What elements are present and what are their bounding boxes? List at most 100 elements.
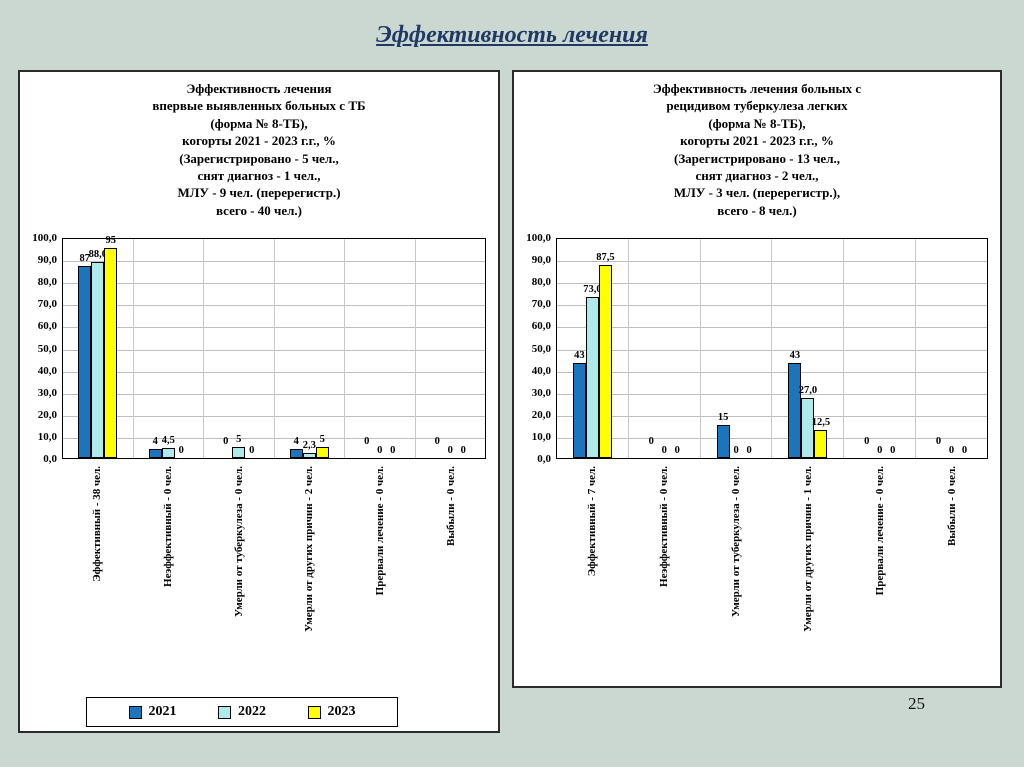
bar-value-label: 0 (890, 445, 896, 456)
bar-slot: 5 (315, 239, 329, 458)
bar-slot: 95 (104, 235, 118, 458)
bar-slot: 0 (431, 239, 444, 458)
bar-value-label: 0 (935, 436, 942, 447)
y-axis-tick-label: 10,0 (37, 430, 57, 443)
y-axis-tick-label: 90,0 (531, 254, 551, 267)
bar-slot: 12,5 (811, 239, 831, 458)
legend-swatch-2022 (218, 705, 231, 719)
bar-slot: 0 (386, 239, 399, 458)
bar-value-label: 0 (661, 445, 667, 456)
bar-value-label: 27,0 (798, 385, 818, 396)
bar-value-label: 88,6 (88, 249, 107, 260)
bar-slot: 0 (730, 239, 743, 458)
y-axis-tick-label: 50,0 (531, 342, 551, 355)
x-label-cell: Эффективный - 7 чел. (556, 459, 628, 684)
bar-2022 (302, 453, 316, 458)
bar-group: 87 88,6 95 (63, 235, 134, 458)
bar-slot: 88,6 (88, 239, 107, 458)
legend-item-2022: 2022 (218, 704, 266, 720)
bar-slot: 0 (444, 239, 457, 458)
chart-new-cases: 100,0 90,0 80,0 70,0 60,0 50,0 40,0 30,0 20,0 10,… (20, 232, 498, 465)
y-axis-tick-label: 60,0 (531, 320, 551, 333)
x-axis-labels: Эффективный - 38 чел. Неэффективный - 0 ч… (62, 459, 486, 687)
bar-value-label: 0 (460, 445, 466, 456)
x-axis-category-label: Неэффективный - 0 чел. (162, 466, 174, 587)
bar-value-label: 2,3 (302, 440, 316, 451)
bar-value-label: 0 (961, 445, 968, 456)
bar-slot: 0 (645, 239, 658, 458)
x-label-cell: Прервали лечение - 0 чел. (345, 459, 416, 687)
bar-value-label: 4 (293, 436, 299, 447)
x-label-cell: Умерли от туберкулеза - 0 чел. (203, 459, 274, 687)
bar-value-label: 0 (377, 445, 383, 456)
legend-swatch-2021 (128, 705, 142, 719)
bar-2023 (104, 248, 118, 458)
y-axis-tick-label: 20,0 (531, 408, 551, 421)
x-axis-labels: Эффективный - 7 чел. Неэффективный - 0 че… (556, 459, 988, 684)
bar-value-label: 0 (223, 436, 229, 447)
bar-slot: 0 (219, 239, 232, 458)
page-number: 25 (908, 694, 925, 713)
bar-slot: 0 (175, 239, 188, 458)
x-label-cell: Выбыли - 0 чел. (415, 459, 486, 687)
bar-value-label: 5 (319, 434, 325, 445)
bar-slot: 27,0 (798, 239, 818, 458)
legend-label: 2022 (238, 704, 266, 719)
bar-2021 (289, 449, 303, 458)
bar-value-label: 87 (79, 253, 91, 264)
y-axis-tick-label: 100,0 (32, 232, 57, 244)
x-axis-category-label: Эффективный - 38 чел. (91, 466, 104, 582)
y-axis-tick-label: 50,0 (37, 342, 57, 355)
x-axis-category-label: Выбыли - 0 чел. (444, 466, 457, 546)
bar-value-label: 95 (105, 235, 117, 246)
legend: 2021 2022 2023 (86, 697, 398, 727)
bar-value-label: 0 (648, 436, 654, 447)
y-axis-tick-label: 30,0 (37, 386, 57, 399)
y-axis-tick-label: 40,0 (531, 364, 551, 377)
bar-2022 (91, 262, 105, 458)
y-axis-tick-label: 70,0 (37, 298, 57, 311)
bar-group: 4 2,3 5 (275, 239, 345, 458)
bar-value-label: 87,5 (596, 252, 615, 263)
bar-value-label: 73,0 (583, 284, 602, 295)
legend-label: 2021 (148, 704, 177, 719)
y-axis-tick-label: 90,0 (37, 254, 57, 267)
bar-slot: 0 (671, 239, 684, 458)
bar-value-label: 0 (178, 445, 184, 456)
legend-item-2021: 2021 (128, 704, 177, 720)
bar-slot: 0 (945, 239, 958, 458)
bar-value-label: 0 (447, 445, 453, 456)
bar-slot: 0 (457, 239, 470, 458)
bar-2023 (598, 265, 612, 458)
bar-group: 4 4,5 0 (134, 239, 204, 458)
x-axis-category-label: Неэффективный - 0 чел. (658, 466, 670, 587)
x-axis-category-label: Умерли от туберкулеза - 0 чел. (232, 466, 245, 617)
bar-slot: 0 (886, 239, 899, 458)
x-label-cell: Умерли от туберкулеза - 0 чел. (700, 459, 772, 684)
x-label-cell: Неэффективный - 0 чел. (628, 459, 700, 684)
bar-group: 43 73,0 87,5 (557, 239, 629, 458)
bar-slot: 0 (360, 239, 373, 458)
x-axis-category-label: Умерли от других причин - 2 чел. (303, 466, 316, 632)
chart-title-relapse: Эффективность лечения больных с рецидиво… (652, 81, 862, 218)
bar-2021 (78, 266, 92, 458)
bar-slot: 0 (860, 239, 873, 458)
y-axis-tick-label: 0,0 (43, 453, 57, 465)
x-axis-category-label: Эффективный - 7 чел. (586, 466, 598, 577)
y-axis-tick-label: 60,0 (37, 320, 57, 333)
y-axis-tick-label: 10,0 (531, 430, 551, 443)
chart-title-new-cases: Эффективность лечения впервые выявленных… (152, 81, 366, 218)
bar-slot: 0 (373, 239, 386, 458)
bar-value-label: 4 (152, 436, 158, 447)
y-axis-tick-label: 0,0 (537, 453, 551, 465)
bar-value-label: 0 (877, 445, 883, 456)
bar-value-label: 12,5 (811, 417, 831, 428)
bar-2023 (315, 447, 329, 458)
x-axis-category-label: Умерли от других причин - 1 чел. (802, 466, 814, 632)
bar-group: 15 0 0 (701, 239, 773, 458)
bar-2022 (585, 297, 599, 458)
